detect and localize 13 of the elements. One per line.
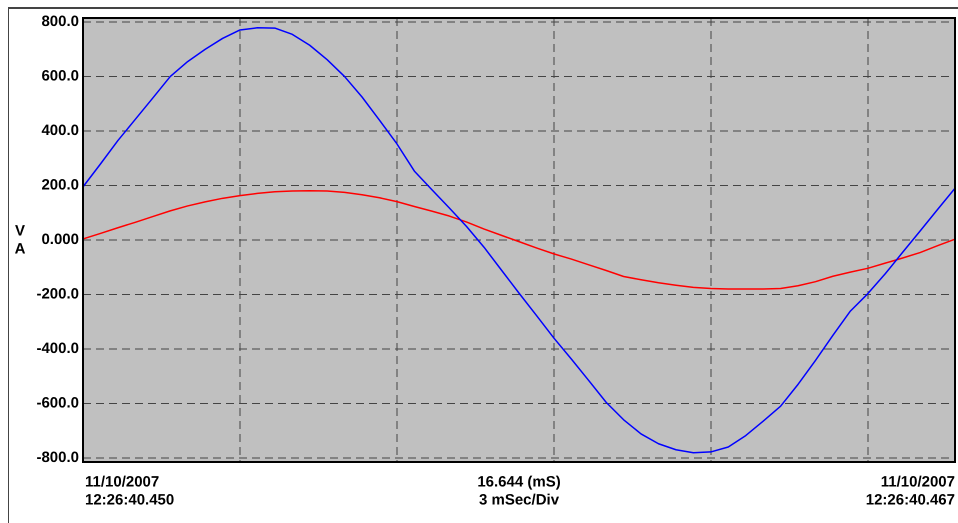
text: 11/10/2007 12:26:40.450 (85, 474, 174, 509)
text: 16.644 (mS) 3 mSec/Div (477, 474, 561, 509)
y-axis-title: V A (14, 222, 26, 258)
y-tick-label: 600.0 (41, 68, 79, 85)
y-tick-label: -800.0 (36, 449, 79, 466)
y-tick-label: 400.0 (41, 122, 79, 140)
y-tick-label: -600.0 (36, 394, 79, 412)
y-tick-label: 800.0 (41, 13, 79, 30)
text: 11/10/2007 12:26:40.467 (866, 474, 955, 509)
y-tick-label: 0.000 (41, 231, 79, 248)
y-tick-label: -200.0 (36, 286, 79, 303)
y-tick-label: -400.0 (36, 340, 79, 358)
y-tick-label: 200.0 (41, 176, 79, 194)
